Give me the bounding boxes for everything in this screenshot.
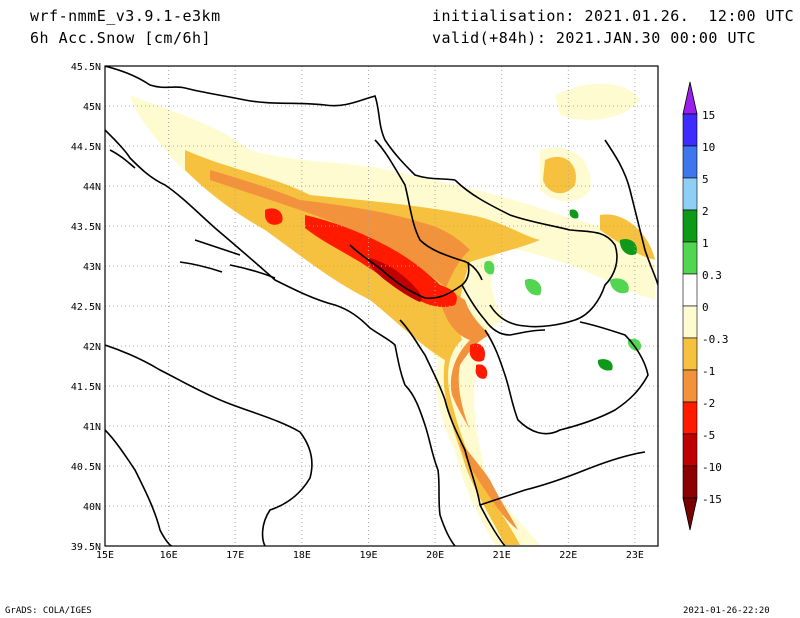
colorbar-swatch	[682, 241, 698, 275]
montenegro-border	[349, 244, 470, 300]
colorbar-label: 2	[702, 205, 709, 218]
lat-label: 41N	[83, 422, 101, 433]
lon-label: 20E	[426, 550, 444, 561]
kosovo-border	[461, 284, 546, 336]
lat-label: 40.5N	[71, 462, 101, 473]
colorbar-labels: 15 10 5 2 1 0.3 0 -0.3 -1 -2 -5 -10 -15	[702, 109, 729, 506]
lon-label: 19E	[359, 550, 377, 561]
colorbar-swatch	[682, 465, 698, 499]
lat-label: 45.5N	[71, 62, 101, 73]
colorbar-swatch	[682, 433, 698, 467]
colorbar-label: 1	[702, 237, 709, 250]
colorbar-swatch	[682, 401, 698, 435]
valid-time: valid(+84h): 2021.JAN.30 00:00 UTC	[432, 29, 757, 47]
colorbar-swatch	[682, 209, 698, 243]
generation-timestamp: 2021-01-26-22:20	[683, 606, 770, 616]
croatia-north-border	[105, 66, 456, 181]
colorbar-label: -1	[702, 365, 715, 378]
lat-label: 44.5N	[71, 142, 101, 153]
croatia-islands	[109, 149, 276, 279]
italy-coast	[105, 344, 313, 546]
italy-heel	[105, 429, 173, 546]
lon-label: 22E	[559, 550, 577, 561]
grads-credit: GrADS: COLA/IGES	[5, 606, 92, 616]
longitude-labels: 15E 16E 17E 18E 19E 20E 21E 22E 23E	[96, 550, 644, 561]
initialisation-time: initialisation: 2021.01.26. 12:00 UTC	[432, 7, 795, 25]
snow-green-light-2	[524, 279, 542, 296]
lat-label: 42.5N	[71, 302, 101, 313]
snow-green-dark-3	[569, 209, 579, 219]
colorbar-label: -15	[702, 493, 722, 506]
colorbar-swatch	[682, 273, 698, 307]
lat-label: 43.5N	[71, 222, 101, 233]
map-frame	[104, 65, 659, 547]
bulgaria-border	[604, 139, 658, 286]
colorbar-swatch	[682, 177, 698, 211]
colorbar	[682, 81, 698, 531]
lat-label: 43N	[83, 262, 101, 273]
albania-border	[399, 319, 506, 546]
lon-label: 18E	[293, 550, 311, 561]
colorbar-swatch	[682, 145, 698, 179]
lat-label: 42N	[83, 342, 101, 353]
snow-green-dark-2	[597, 359, 613, 371]
latitude-labels: 45.5N 45N 44.5N 44N 43.5N 43N 42.5N 42N …	[71, 62, 101, 553]
snow-red-spot-1	[265, 208, 283, 225]
macedonia-border	[484, 321, 649, 435]
colorbar-label: -10	[702, 461, 722, 474]
snow-orange-south	[460, 440, 518, 530]
snow-green-dark-1	[619, 238, 637, 256]
colorbar-label: 0	[702, 301, 709, 314]
snow-orange-region	[210, 170, 490, 430]
colorbar-bottom-arrow	[682, 497, 698, 531]
map-grid	[105, 66, 658, 546]
lat-label: 39.5N	[71, 542, 101, 553]
model-title: wrf-nmmE_v3.9.1-e3km	[30, 7, 221, 25]
colorbar-top-arrow	[682, 81, 698, 115]
snow-darkred-region	[369, 258, 422, 302]
colorbar-swatch	[682, 369, 698, 403]
lon-label: 21E	[493, 550, 511, 561]
snow-light-region-north	[555, 83, 640, 120]
lat-label: 41.5N	[71, 382, 101, 393]
field-title: 6h Acc.Snow [cm/6h]	[30, 29, 212, 47]
lat-label: 45N	[83, 102, 101, 113]
colorbar-label: 0.3	[702, 269, 722, 282]
snow-gold-east	[543, 156, 576, 194]
colorbar-label: -2	[702, 397, 715, 410]
lon-label: 15E	[96, 550, 114, 561]
lon-label: 16E	[160, 550, 178, 561]
colorbar-swatch	[682, 337, 698, 371]
colorbar-label: 15	[702, 109, 715, 122]
colorbar-swatch	[682, 113, 698, 147]
coastlines-borders	[105, 66, 658, 546]
snow-green-light-1	[484, 260, 495, 275]
snow-red-spot-3	[475, 364, 488, 379]
colorbar-label: 10	[702, 141, 715, 154]
colorbar-label: -0.3	[702, 333, 729, 346]
colorbar-label: -5	[702, 429, 715, 442]
serbia-border	[454, 179, 618, 328]
adriatic-coast	[105, 129, 456, 546]
snow-red-spot-2	[469, 343, 486, 362]
lon-label: 17E	[226, 550, 244, 561]
snow-red-region	[305, 215, 457, 307]
lat-label: 44N	[83, 182, 101, 193]
lon-label: 23E	[626, 550, 644, 561]
snow-field	[130, 83, 655, 545]
lat-label: 40N	[83, 502, 101, 513]
colorbar-label: 5	[702, 173, 709, 186]
colorbar-swatch	[682, 305, 698, 339]
greece-border	[479, 451, 646, 506]
snow-green-light-3	[610, 278, 629, 294]
